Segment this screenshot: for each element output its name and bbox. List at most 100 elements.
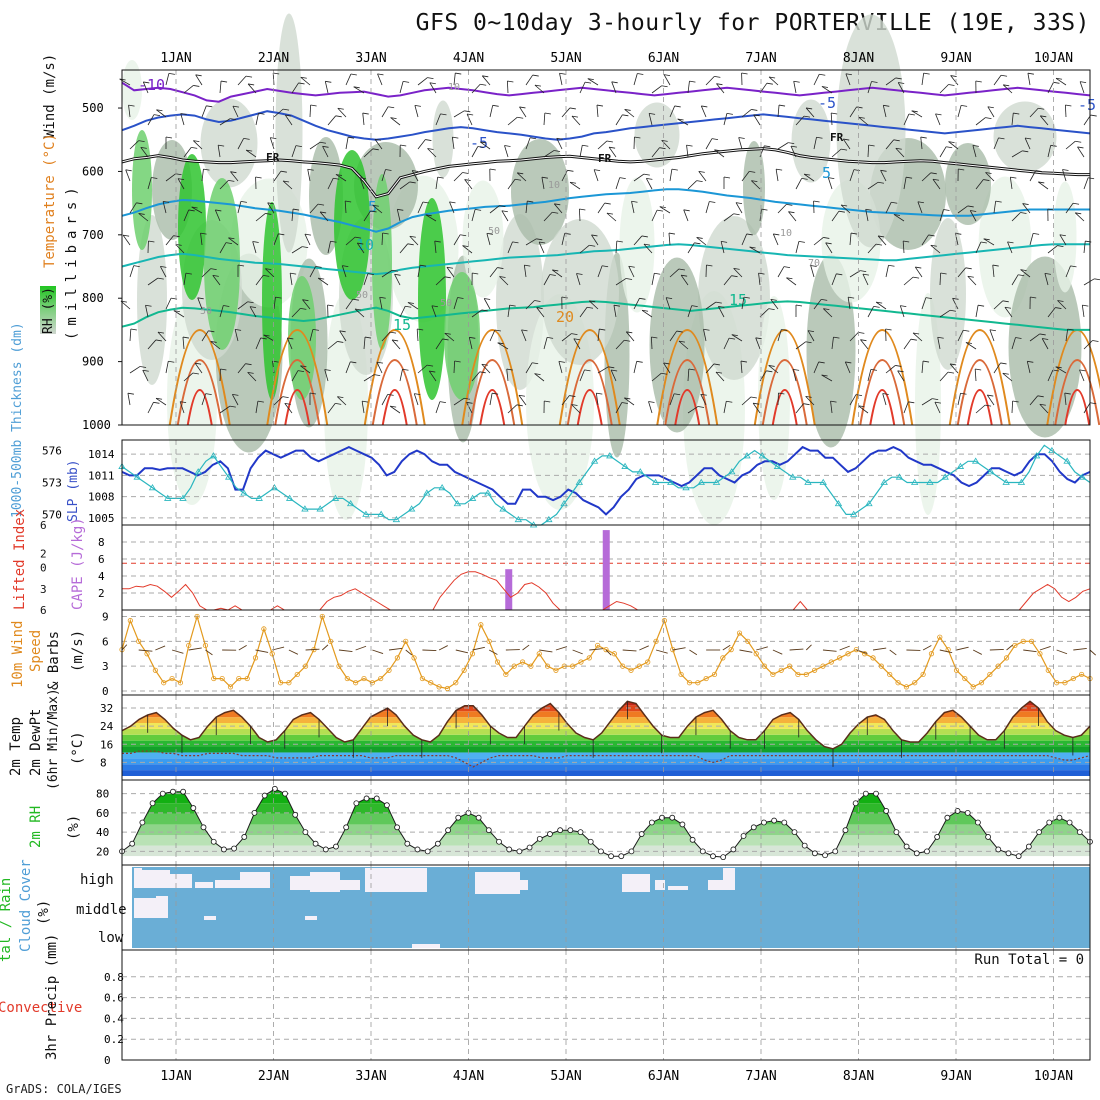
rh-contour-label: 50 bbox=[356, 290, 368, 301]
rh-moist-blob bbox=[372, 174, 392, 350]
upper-wind-barb bbox=[486, 233, 491, 246]
rh-marker bbox=[638, 831, 645, 837]
upper-wind-barb-flag bbox=[586, 306, 594, 309]
upper-wind-barb-flag bbox=[337, 107, 344, 110]
upper-wind-barb bbox=[1077, 146, 1085, 158]
rh-marker bbox=[903, 843, 910, 850]
rh-shade-blob bbox=[1053, 181, 1077, 293]
upper-temp-label: Temperature (°C) bbox=[42, 133, 58, 268]
upper-wind-barb-flag bbox=[127, 392, 134, 395]
upper-wind-barb bbox=[686, 145, 689, 158]
surface-wind-barb bbox=[605, 649, 612, 656]
upper-wind-barb-flag bbox=[608, 366, 615, 369]
upper-wind-barb bbox=[723, 401, 727, 414]
upper-wind-barb-flag bbox=[805, 395, 812, 398]
rh-shade-blob bbox=[945, 143, 991, 225]
upper-wind-barb-flag bbox=[978, 304, 985, 307]
upper-wind-barb bbox=[810, 265, 815, 278]
thickness-marker bbox=[240, 489, 248, 496]
upper-wind-barb-flag bbox=[862, 273, 869, 276]
freezing-level-label: FR bbox=[598, 152, 612, 165]
upper-wind-barb-flag bbox=[157, 331, 165, 334]
thickness-marker bbox=[179, 494, 187, 501]
upper-wind-barb bbox=[327, 178, 334, 190]
upper-wind-barb-flag bbox=[1055, 307, 1062, 309]
upper-wind-barb-flag bbox=[155, 339, 162, 342]
upper-wind-barb bbox=[561, 333, 572, 342]
precip-unit: 3hr Precip (mm) bbox=[44, 933, 60, 1060]
rh-marker bbox=[220, 846, 227, 853]
rh-marker bbox=[883, 808, 890, 814]
upper-wind-barb-flag bbox=[838, 210, 845, 213]
upper-wind-barb bbox=[232, 394, 239, 406]
rh-contour-label: 10 bbox=[780, 228, 792, 239]
upper-wind-barb bbox=[920, 137, 923, 150]
upper-wind-barb-flag bbox=[631, 200, 638, 203]
surface-wind-barb bbox=[1073, 648, 1087, 651]
upper-wind-barb-flag bbox=[387, 394, 394, 396]
upper-wind-barb-flag bbox=[138, 213, 145, 215]
surface-wind-barb bbox=[1039, 645, 1051, 651]
upper-wind-barb bbox=[718, 306, 725, 318]
thickness-marker bbox=[667, 478, 675, 485]
upper-wind-barb bbox=[504, 145, 509, 158]
upper-wind-barb-flag bbox=[958, 168, 965, 171]
upper-wind-barb bbox=[677, 118, 689, 126]
lifted-index-tick: 6 bbox=[40, 604, 47, 617]
upper-wind-barb bbox=[210, 341, 221, 350]
upper-wind-barb bbox=[435, 401, 441, 414]
rh-contour-label: 50 bbox=[440, 298, 452, 309]
pressure-tick-label: 900 bbox=[82, 355, 104, 369]
upper-wind-barb bbox=[451, 137, 455, 150]
upper-wind-barb-flag bbox=[840, 148, 848, 151]
surface-isotherm-dome bbox=[576, 389, 603, 426]
upper-wind-barb bbox=[777, 204, 787, 214]
upper-wind-barb-flag bbox=[486, 233, 493, 235]
upper-wind-barb bbox=[309, 266, 316, 278]
upper-wind-barb-flag bbox=[467, 113, 474, 116]
upper-wind-barb-flag bbox=[561, 296, 568, 299]
rh-marker bbox=[822, 852, 828, 859]
wind-speed-marker bbox=[653, 638, 659, 644]
upper-wind-barb bbox=[201, 268, 211, 278]
rh-marker bbox=[333, 843, 339, 850]
upper-wind-barb bbox=[345, 298, 354, 310]
rh-marker bbox=[200, 824, 207, 831]
upper-wind-barb-flag bbox=[298, 82, 305, 85]
upper-wind-barb bbox=[579, 307, 588, 318]
upper-wind-barb-flag bbox=[409, 181, 416, 184]
upper-wind-barb-flag bbox=[1000, 362, 1007, 365]
rh-marker bbox=[455, 814, 462, 821]
upper-wind-barb-flag bbox=[128, 104, 135, 107]
upper-wind-barb-flag bbox=[668, 232, 676, 235]
upper-wind-barb-flag bbox=[173, 310, 180, 313]
temp-color-band bbox=[122, 758, 1090, 765]
rh-marker bbox=[720, 854, 727, 861]
upper-wind-barb-flag bbox=[611, 81, 618, 84]
upper-wind-barb-flag bbox=[263, 334, 270, 337]
upper-wind-barb-flag bbox=[200, 232, 207, 235]
upper-wind-barb-flag bbox=[883, 104, 890, 107]
upper-wind-barb-flag bbox=[731, 275, 738, 278]
upper-wind-barb-flag bbox=[130, 328, 137, 331]
upper-wind-barb bbox=[723, 213, 734, 222]
upper-wind-barb-flag bbox=[659, 147, 666, 150]
upper-wind-barb bbox=[428, 370, 437, 382]
upper-wind-barb bbox=[669, 330, 678, 342]
upper-wind-barb bbox=[1079, 81, 1085, 94]
upper-wind-barb bbox=[345, 361, 351, 374]
thickness-marker bbox=[1017, 478, 1026, 485]
thickness-marker bbox=[209, 452, 218, 459]
upper-wind-barb bbox=[345, 73, 352, 86]
upper-wind-barb bbox=[587, 78, 599, 86]
upper-wind-barb-flag bbox=[1002, 300, 1009, 303]
upper-wind-barb-flag bbox=[970, 210, 977, 212]
upper-wind-barb bbox=[768, 365, 779, 374]
upper-wind-barb bbox=[363, 148, 374, 158]
surface-isotherm-dome bbox=[176, 359, 223, 426]
upper-wind-barb bbox=[302, 299, 311, 310]
upper-wind-barb-flag bbox=[998, 137, 1005, 140]
wind-speed-marker bbox=[236, 675, 242, 682]
upper-wind-barb-flag bbox=[489, 168, 496, 171]
upper-wind-barb bbox=[865, 209, 869, 222]
